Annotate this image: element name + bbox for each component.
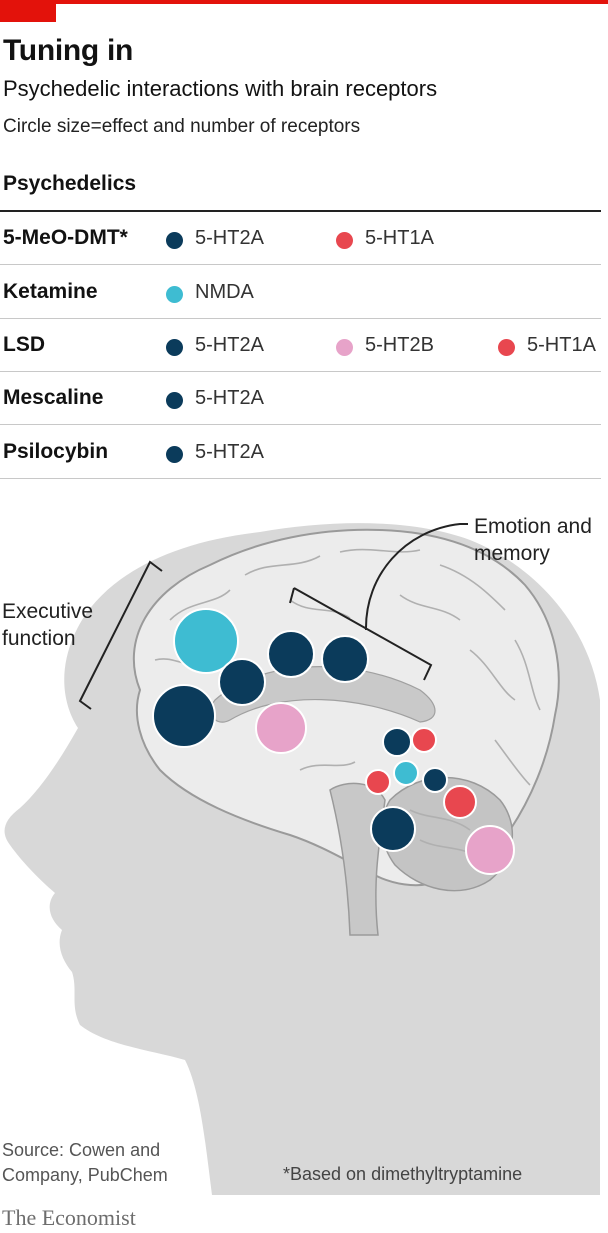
bubble-5ht2a-emotion-2 xyxy=(422,767,448,793)
drug-name: LSD xyxy=(3,333,45,356)
executive-line-2: function xyxy=(2,627,76,650)
receptor-label: 5-HT1A xyxy=(365,227,434,249)
row-divider xyxy=(0,264,601,265)
bubble-nmda-executive xyxy=(173,608,239,674)
size-note: Circle size=effect and number of recepto… xyxy=(3,116,361,137)
bubble-5ht2a-executive-mid xyxy=(218,658,266,706)
executive-line-1: Executive xyxy=(2,600,94,623)
psychedelics-header: Psychedelics xyxy=(3,172,137,195)
chart-subtitle: Psychedelic interactions with brain rece… xyxy=(3,76,438,101)
emotion-memory-label: Emotion and memory xyxy=(474,513,592,567)
receptor-dot xyxy=(166,339,183,356)
chart-title: Tuning in xyxy=(3,34,134,67)
top-rule xyxy=(0,0,608,4)
receptor-dot xyxy=(336,232,353,249)
bubble-5ht1a-emotion-2 xyxy=(365,769,391,795)
bubble-5ht2a-emotion-3 xyxy=(370,806,416,852)
source-note: Source: Cowen and Company, PubChem xyxy=(2,1138,168,1188)
receptor-dot xyxy=(166,392,183,409)
emotion-line-1: Emotion and xyxy=(474,515,592,538)
row-divider xyxy=(0,371,601,372)
receptor-label: 5-HT2A xyxy=(195,227,264,249)
head-brain-illustration xyxy=(4,523,600,1195)
bubble-nmda-emotion xyxy=(393,760,419,786)
source-line-2: Company, PubChem xyxy=(2,1165,168,1185)
executive-function-label: Executive function xyxy=(2,598,93,652)
legend-row-ketamine: Ketamine NMDA xyxy=(0,266,601,319)
receptor-label: 5-HT2A xyxy=(195,441,264,463)
bubble-5ht2a-executive-top2 xyxy=(321,635,369,683)
footnote: *Based on dimethyltryptamine xyxy=(283,1164,523,1184)
drug-name: Psilocybin xyxy=(3,440,109,463)
receptor-dot xyxy=(336,339,353,356)
legend-row-lsd: LSD 5-HT2A 5-HT2B 5-HT1A xyxy=(0,319,601,372)
drug-name: 5-MeO-DMT* xyxy=(3,226,128,249)
receptor-label: 5-HT2B xyxy=(365,334,434,356)
legend-row-mescaline: Mescaline 5-HT2A xyxy=(0,372,601,425)
receptor-dot xyxy=(166,286,183,303)
receptor-label: NMDA xyxy=(195,281,254,303)
bubble-5ht2a-executive-large xyxy=(152,684,216,748)
row-divider xyxy=(0,424,601,425)
brand-tag xyxy=(0,0,56,22)
brand-logo: The Economist xyxy=(2,1205,136,1230)
emotion-leader xyxy=(364,523,468,631)
legend-row-5meodmt: 5-MeO-DMT* 5-HT2A 5-HT1A xyxy=(0,212,601,265)
receptor-label: 5-HT2A xyxy=(195,387,264,409)
row-divider xyxy=(0,318,601,319)
drug-name: Ketamine xyxy=(3,280,98,303)
receptor-dot xyxy=(166,446,183,463)
header-rule xyxy=(0,210,601,212)
bubble-5ht2a-emotion-1 xyxy=(382,727,412,757)
bubble-5ht2a-executive-top1 xyxy=(267,630,315,678)
row-divider xyxy=(0,478,601,479)
emotion-line-2: memory xyxy=(474,542,550,565)
executive-bracket xyxy=(78,560,163,710)
drug-name: Mescaline xyxy=(3,386,104,409)
bubble-5ht1a-emotion-1 xyxy=(411,727,437,753)
emotion-bracket xyxy=(289,587,433,681)
receptor-label: 5-HT2A xyxy=(195,334,264,356)
bubble-5ht1a-emotion-3 xyxy=(443,785,477,819)
receptor-label: 5-HT1A xyxy=(527,334,596,356)
receptor-dot xyxy=(498,339,515,356)
legend-row-psilocybin: Psilocybin 5-HT2A xyxy=(0,426,601,479)
receptor-bubbles xyxy=(152,608,515,875)
receptor-dot xyxy=(166,232,183,249)
bubble-5ht2b-emotion xyxy=(465,825,515,875)
source-line-1: Source: Cowen and xyxy=(2,1140,161,1160)
bubble-5ht2b-executive xyxy=(255,702,307,754)
